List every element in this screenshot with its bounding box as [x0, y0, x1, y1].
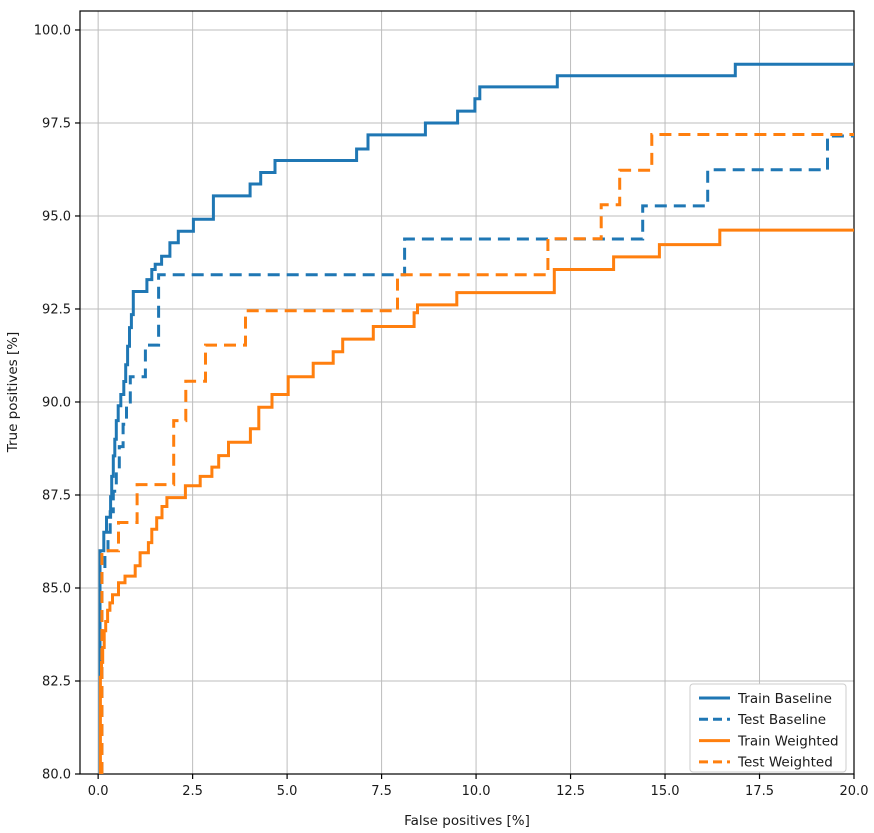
y-tick-label: 100.0 — [34, 23, 71, 38]
x-tick-label: 10.0 — [462, 784, 491, 799]
x-tick-label: 17.5 — [745, 784, 774, 799]
legend-label-train-baseline: Train Baseline — [737, 691, 832, 707]
series-line-test-weighted — [100, 133, 854, 774]
y-tick-label: 80.0 — [42, 768, 71, 783]
y-tick-label: 97.5 — [42, 116, 71, 131]
x-tick-label: 15.0 — [651, 784, 680, 799]
y-tick-label: 90.0 — [42, 395, 71, 410]
grid-layer — [80, 11, 855, 775]
x-tick-label: 0.0 — [88, 784, 109, 799]
axes-layer: 0.0 2.5 5.0 7.5 10.0 12.5 15.0 17.5 20.0 80.0 82.5… — [34, 10, 869, 799]
y-tick-label: 87.5 — [42, 488, 71, 503]
legend-layer: Train Baseline Test Baseline Train Weighte… — [689, 683, 847, 773]
y-tick-label: 82.5 — [42, 674, 71, 689]
series-line-train-weighted — [98, 228, 854, 774]
x-axis-label: False positives [%] — [404, 813, 530, 829]
x-tick-label: 12.5 — [556, 784, 585, 799]
y-tick-label: 85.0 — [42, 581, 71, 596]
y-tick-label: 95.0 — [42, 209, 71, 224]
series-line-test-baseline — [100, 134, 854, 774]
legend-label-test-baseline: Test Baseline — [737, 712, 826, 728]
x-tick-label: 20.0 — [840, 784, 869, 799]
series-line-train-baseline — [98, 62, 854, 774]
plot-border — [79, 10, 855, 775]
legend-box — [689, 683, 847, 773]
series-layer — [98, 62, 854, 774]
x-tick-label: 7.5 — [371, 784, 392, 799]
y-axis-label: True positives [%] — [5, 332, 21, 454]
legend-label-test-weighted: Test Weighted — [737, 755, 833, 771]
y-tick-label: 92.5 — [42, 302, 71, 317]
x-tick-label: 5.0 — [277, 784, 298, 799]
x-tick-label: 2.5 — [182, 784, 203, 799]
legend-label-train-weighted: Train Weighted — [737, 733, 839, 749]
